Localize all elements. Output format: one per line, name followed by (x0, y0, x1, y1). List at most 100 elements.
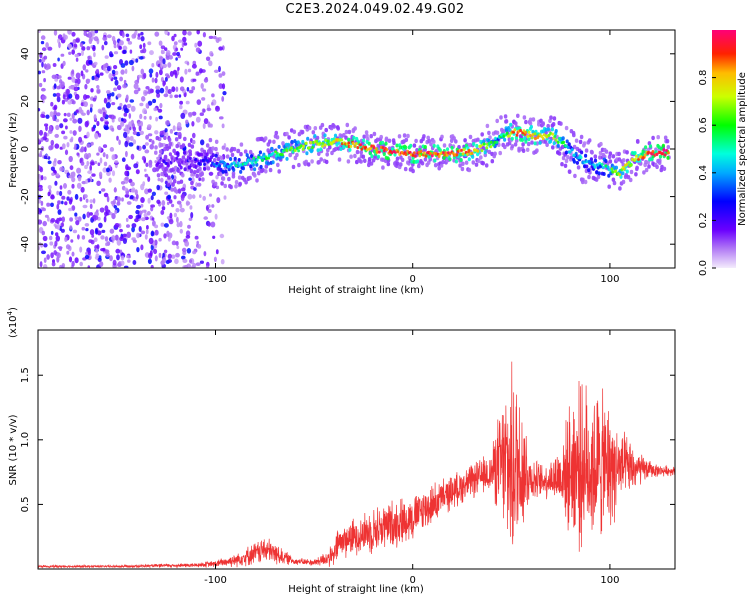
snr-multiplier-exponent: 4 (6, 310, 14, 315)
ridge-mark (161, 166, 166, 172)
noise-speck (114, 160, 119, 164)
noise-speck (94, 160, 98, 165)
noise-speck (62, 33, 66, 38)
noise-speck (149, 115, 152, 120)
page-title: C2E3.2024.049.02.49.G02 (285, 2, 465, 17)
noise-speck (40, 200, 44, 206)
noise-speck (57, 200, 61, 205)
noise-speck (74, 93, 80, 100)
noise-speck (119, 236, 125, 242)
ridge-mark (526, 141, 531, 147)
noise-speck (79, 261, 83, 267)
noise-speck (99, 261, 104, 267)
ridge-mark (290, 139, 294, 144)
noise-speck (143, 89, 148, 97)
noise-speck (70, 239, 74, 243)
ridge-mark (593, 165, 597, 169)
ridge-mark (374, 147, 378, 151)
noise-speck (157, 108, 163, 113)
noise-speck (77, 234, 80, 240)
noise-speck (92, 46, 96, 52)
ridge-mark (297, 149, 300, 153)
noise-speck (41, 207, 46, 212)
noise-speck (87, 31, 93, 39)
ridge-mark (411, 168, 415, 174)
ridge-mark (244, 180, 248, 185)
noise-speck (46, 254, 50, 260)
ridge-mark (539, 118, 543, 124)
ridge-mark (261, 168, 265, 173)
noise-speck (179, 100, 184, 105)
ridge-mark (173, 165, 178, 171)
ridge-mark (318, 141, 322, 145)
ridge-mark (257, 171, 261, 176)
noise-speck (126, 255, 130, 259)
ridge-mark (593, 158, 598, 163)
ridge-mark (422, 134, 426, 139)
ridge-mark (484, 163, 489, 168)
ridge-mark (224, 169, 228, 174)
noise-speck (140, 120, 144, 127)
noise-speck (137, 121, 141, 127)
ridge-mark (474, 162, 479, 167)
x-tick-label: 0 (410, 274, 416, 285)
ridge-mark (212, 158, 217, 163)
ridge-mark (396, 150, 400, 154)
noise-speck (49, 235, 53, 241)
noise-speck (59, 185, 63, 190)
ridge-mark (608, 151, 613, 156)
noise-speck (152, 98, 157, 104)
noise-speck (96, 120, 100, 127)
noise-speck (72, 130, 77, 136)
noise-speck (175, 86, 179, 92)
noise-speck (68, 93, 73, 99)
ridge-mark (333, 133, 338, 138)
ridge-mark (227, 176, 231, 182)
ridge-mark (524, 139, 528, 144)
snr-ylabel: SNR (10 * v/v) (8, 414, 19, 485)
ridge-mark (510, 136, 514, 141)
noise-speck (171, 203, 175, 208)
ridge-mark (641, 149, 645, 154)
noise-speck (147, 100, 153, 106)
noise-speck (51, 261, 56, 267)
noise-speck (74, 257, 79, 264)
noise-speck (133, 89, 139, 95)
noise-speck (57, 57, 60, 62)
ridge-mark (614, 165, 619, 170)
ridge-mark (183, 136, 187, 142)
noise-speck (60, 53, 65, 57)
noise-speck (78, 126, 82, 132)
noise-speck (91, 173, 96, 177)
ridge-mark (406, 133, 410, 139)
noise-speck (86, 131, 90, 138)
noise-speck (61, 99, 65, 105)
noise-speck (120, 255, 125, 261)
ridge-mark (461, 161, 465, 166)
ridge-mark (480, 148, 484, 153)
ridge-mark (477, 158, 481, 164)
ridge-mark (317, 151, 321, 156)
noise-speck (160, 49, 165, 55)
noise-speck (102, 167, 107, 173)
ridge-mark (214, 164, 218, 168)
ridge-mark (328, 145, 332, 150)
ridge-mark (618, 173, 622, 177)
ridge-mark (158, 149, 163, 154)
ridge-mark (252, 172, 256, 177)
ridge-mark (573, 173, 577, 179)
ridge-mark (203, 166, 207, 171)
noise-speck (93, 36, 99, 42)
ridge-mark (194, 165, 198, 169)
ridge-mark (220, 181, 224, 186)
ridge-mark (622, 167, 626, 171)
ridge-mark (528, 121, 533, 126)
ridge-mark (438, 148, 442, 153)
noise-speck (173, 195, 177, 200)
noise-speck (72, 118, 78, 124)
noise-speck (62, 94, 66, 100)
ridge-mark (567, 142, 571, 147)
ridge-mark (647, 150, 650, 154)
noise-speck (87, 250, 91, 256)
noise-speck (88, 239, 93, 244)
